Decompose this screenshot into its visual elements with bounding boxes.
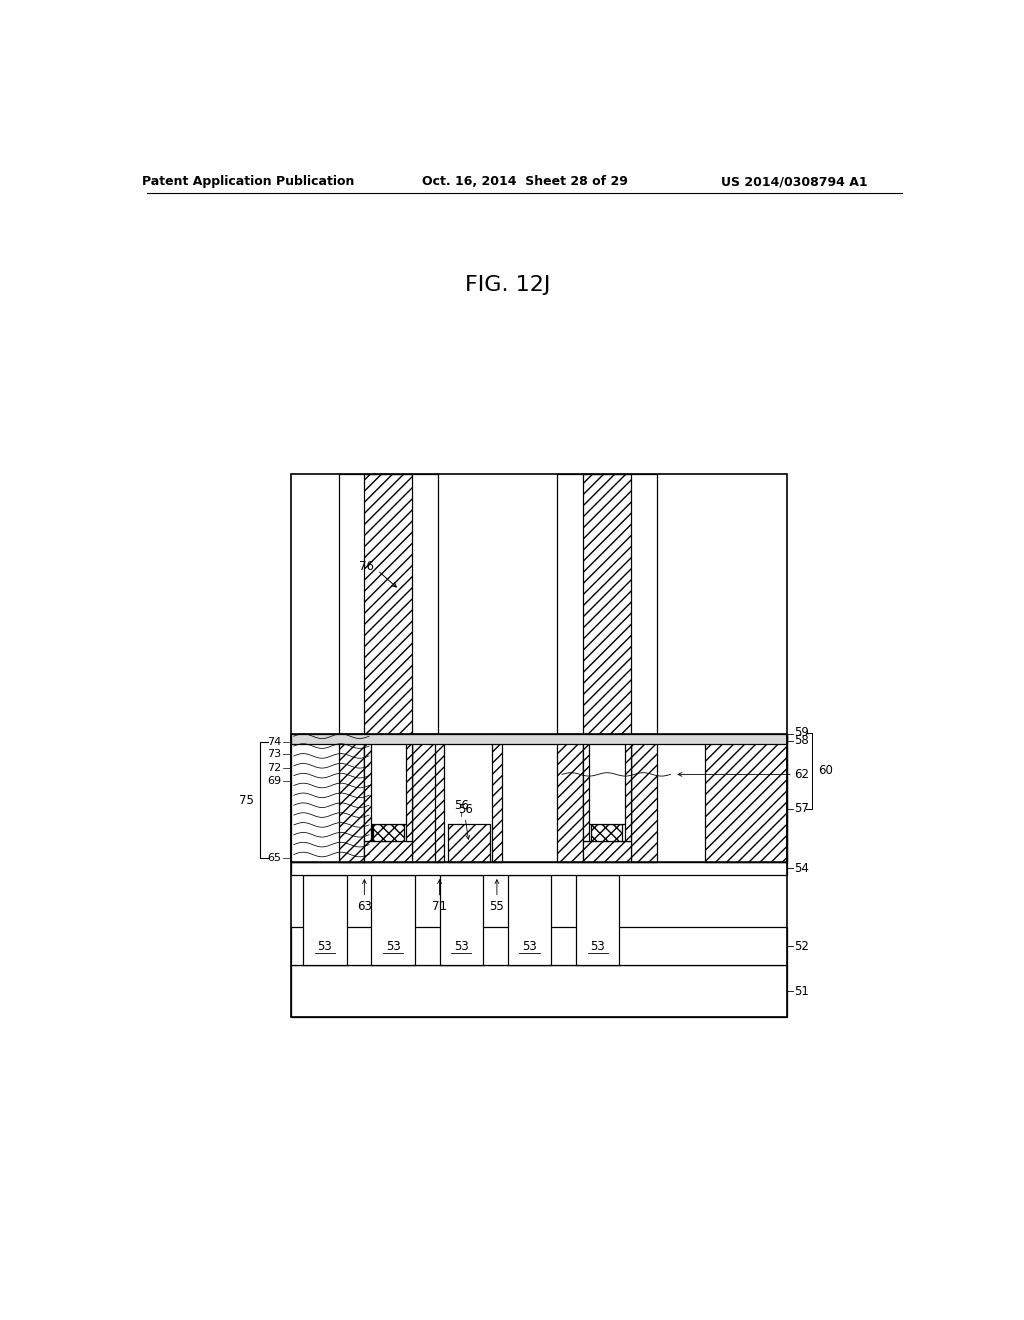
Bar	[625, 734, 631, 841]
Bar	[583, 474, 631, 734]
Text: FIG. 12J: FIG. 12J	[465, 276, 551, 296]
Bar	[407, 734, 413, 841]
Bar	[291, 965, 786, 1016]
Text: 72: 72	[267, 763, 282, 774]
Text: 65: 65	[267, 853, 282, 863]
Bar	[583, 734, 589, 841]
Bar	[508, 875, 551, 965]
Text: 74: 74	[267, 737, 282, 747]
Bar	[291, 927, 786, 965]
Text: 57: 57	[795, 803, 809, 816]
Bar	[706, 734, 786, 862]
Bar	[493, 734, 502, 862]
Text: 60: 60	[818, 764, 833, 777]
Text: 53: 53	[454, 940, 469, 953]
Bar	[557, 734, 583, 862]
Text: 56: 56	[458, 803, 472, 816]
Text: Oct. 16, 2014  Sheet 28 of 29: Oct. 16, 2014 Sheet 28 of 29	[422, 176, 628, 187]
Text: 71: 71	[432, 900, 447, 913]
Bar	[339, 474, 438, 734]
Bar	[303, 875, 346, 965]
Bar	[291, 862, 786, 875]
Text: Patent Application Publication: Patent Application Publication	[142, 176, 354, 187]
Text: 55: 55	[489, 900, 504, 913]
Bar	[631, 734, 656, 862]
Bar	[372, 875, 415, 965]
Text: 62: 62	[795, 768, 810, 781]
Text: 53: 53	[386, 940, 400, 953]
Bar	[557, 474, 656, 734]
Text: 52: 52	[795, 940, 809, 953]
Text: 76: 76	[359, 560, 375, 573]
Bar	[373, 824, 403, 841]
Bar	[447, 824, 490, 862]
Text: 63: 63	[357, 900, 372, 913]
Bar	[575, 875, 620, 965]
Bar	[365, 841, 413, 862]
Bar	[583, 841, 631, 862]
Bar	[291, 474, 786, 1016]
Bar	[583, 734, 631, 824]
Text: 59: 59	[795, 726, 809, 739]
Text: 53: 53	[590, 940, 605, 953]
Text: 51: 51	[795, 985, 809, 998]
Text: 53: 53	[317, 940, 332, 953]
Bar	[592, 824, 623, 841]
Text: 56: 56	[454, 799, 469, 812]
Text: 75: 75	[239, 793, 254, 807]
Bar	[365, 734, 371, 841]
Bar	[439, 875, 483, 965]
Bar	[365, 474, 413, 734]
Text: US 2014/0308794 A1: US 2014/0308794 A1	[721, 176, 867, 187]
Text: 73: 73	[267, 750, 282, 759]
Bar	[435, 734, 444, 862]
Bar	[365, 734, 413, 824]
Text: 53: 53	[522, 940, 537, 953]
Bar	[339, 734, 365, 862]
Bar	[291, 734, 786, 862]
Text: 58: 58	[795, 734, 809, 747]
Text: 54: 54	[795, 862, 809, 875]
Text: 69: 69	[267, 776, 282, 785]
Bar	[291, 734, 786, 743]
Bar	[413, 734, 438, 862]
Bar	[291, 734, 786, 862]
Bar	[291, 734, 372, 862]
